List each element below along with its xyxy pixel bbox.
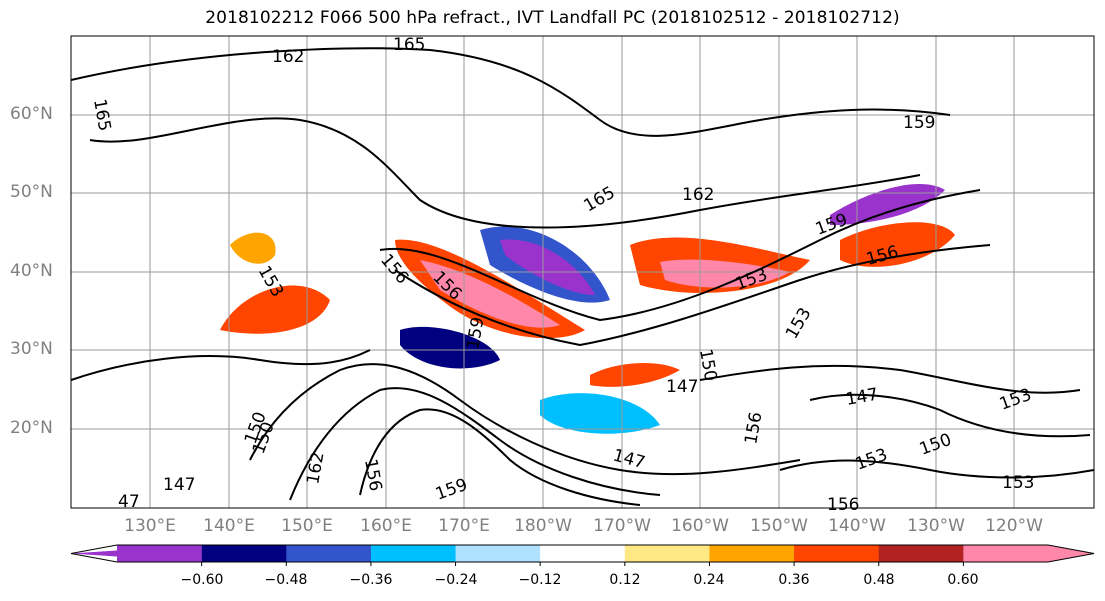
shade-positive-central-core: [660, 259, 790, 288]
chart-title: 2018102212 F066 500 hPa refract., IVT La…: [205, 8, 900, 28]
colorbar-tick-label: 0.12: [609, 572, 641, 588]
lat-label: 50°N: [10, 182, 53, 202]
contour-label: 147: [666, 377, 698, 397]
contour-line: [89, 117, 921, 229]
contour-label: 147: [163, 475, 195, 495]
lon-label: 140°W: [828, 516, 886, 536]
colorbar-segment: [794, 545, 880, 562]
lon-label: 180°W: [514, 516, 572, 536]
shade-positive-subtropic: [590, 363, 680, 387]
colorbar-segment: [455, 545, 541, 562]
lon-label: 130°E: [124, 516, 176, 536]
colorbar-tick-label: −0.60: [180, 572, 224, 588]
lon-label: 140°E: [203, 516, 255, 536]
colorbar-segment: [286, 545, 372, 562]
contour-line: [71, 47, 951, 137]
contour-line: [289, 387, 661, 501]
lon-label: 160°W: [671, 516, 729, 536]
contour-label: 153: [1002, 473, 1034, 493]
colorbar-tick-label: 0.36: [778, 572, 810, 588]
contour-label: 47: [118, 492, 140, 512]
shade-negative-east: [830, 184, 945, 225]
shade-negative-subtropic: [540, 393, 660, 434]
colorbar-outline: [70, 544, 1095, 563]
lat-label: 40°N: [10, 261, 53, 281]
colorbar-segment: [540, 545, 626, 562]
colorbar-tick-label: −0.36: [349, 572, 393, 588]
contour-label: 162: [272, 47, 304, 67]
lon-label: 150°E: [281, 516, 333, 536]
contour-line: [71, 349, 371, 381]
colorbar-segment: [624, 545, 710, 562]
contour-line: [779, 459, 1094, 479]
colorbar-segment: [201, 545, 287, 562]
lon-label: 150°W: [750, 516, 808, 536]
contour-label: 165: [393, 35, 425, 55]
colorbar-tick-label: −0.48: [264, 572, 308, 588]
contour-line: [249, 363, 801, 476]
lat-label: 30°N: [10, 339, 53, 359]
contour-line: [359, 408, 641, 506]
contour-label: 159: [903, 113, 935, 133]
colorbar-segment: [709, 545, 795, 562]
colorbar-tick-label: 0.48: [863, 572, 895, 588]
lon-label: 170°E: [438, 516, 490, 536]
colorbar-segment: [878, 545, 964, 562]
refractivity-shading: [220, 184, 955, 434]
contour-line: [699, 364, 1081, 394]
lon-label: 160°E: [360, 516, 412, 536]
contour-label: 156: [827, 495, 859, 515]
colorbar-segment-extend-max: [963, 545, 1094, 562]
lon-label: 130°W: [907, 516, 965, 536]
colorbar-segment: [370, 545, 457, 562]
contour-line: [394, 244, 991, 347]
lat-lon-grid: [71, 36, 1094, 508]
map-panel: 162 165 165 165 162 159 159 156 153 156 …: [70, 35, 1095, 515]
shade-positive-east: [840, 222, 955, 267]
colorbar-tick-label: 0.60: [947, 572, 979, 588]
colorbar-tick-label: 0.24: [693, 572, 725, 588]
shade-positive-west: [220, 285, 330, 334]
colorbar-tick-label: −0.12: [518, 572, 562, 588]
contour-line: [379, 189, 981, 322]
height-contours: [71, 47, 1094, 506]
lon-label: 120°W: [985, 516, 1043, 536]
shade-positive-west-outer: [230, 232, 276, 264]
shade-negative-core: [500, 239, 595, 295]
lon-label: 170°W: [593, 516, 651, 536]
lat-label: 20°N: [10, 418, 53, 438]
map-frame: [70, 35, 1095, 509]
shade-negative-south: [400, 326, 500, 369]
lat-label: 60°N: [10, 104, 53, 124]
contour-line: [809, 393, 1091, 438]
colorbar-segment-extend-min: [71, 545, 202, 562]
contour-label: 162: [682, 185, 714, 205]
shade-positive-core: [420, 260, 560, 328]
colorbar-tick-label: −0.24: [434, 572, 478, 588]
